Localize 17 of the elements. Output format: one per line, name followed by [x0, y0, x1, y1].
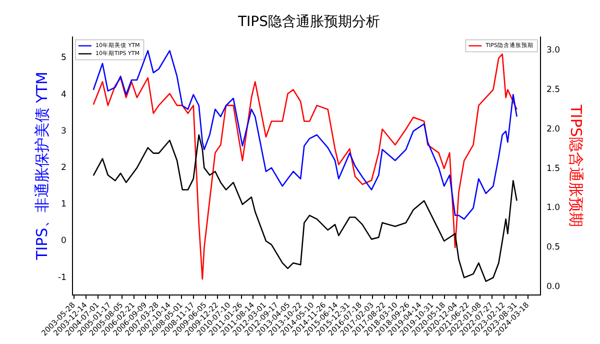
y2-axis-title: TIPS隐含通胀预期: [567, 104, 586, 227]
y2-tick-label: 2.0: [546, 124, 560, 134]
y2-tick-label: 1.5: [546, 164, 560, 174]
y-tick-label: 2: [61, 163, 66, 174]
y2-tick-label: 0.5: [546, 242, 560, 253]
y2-tick-label: 2.5: [546, 84, 560, 95]
y2-tick-label: 3.0: [546, 45, 560, 56]
y2-tick-label: 0.0: [546, 282, 560, 292]
chart-title: TIPS隐含通胀预期分析: [236, 14, 380, 30]
y-tick-label: 1: [61, 200, 66, 210]
y-axis-title: TIPS、非通胀保护美债 YTM: [32, 72, 51, 261]
y-tick-label: 0: [61, 236, 66, 246]
y-tick-label: 5: [61, 53, 66, 64]
y-tick-label: -1: [58, 272, 66, 283]
y-tick-label: 3: [61, 126, 66, 136]
y-tick-label: 4: [61, 90, 66, 100]
y2-tick-label: 1.0: [546, 203, 560, 214]
